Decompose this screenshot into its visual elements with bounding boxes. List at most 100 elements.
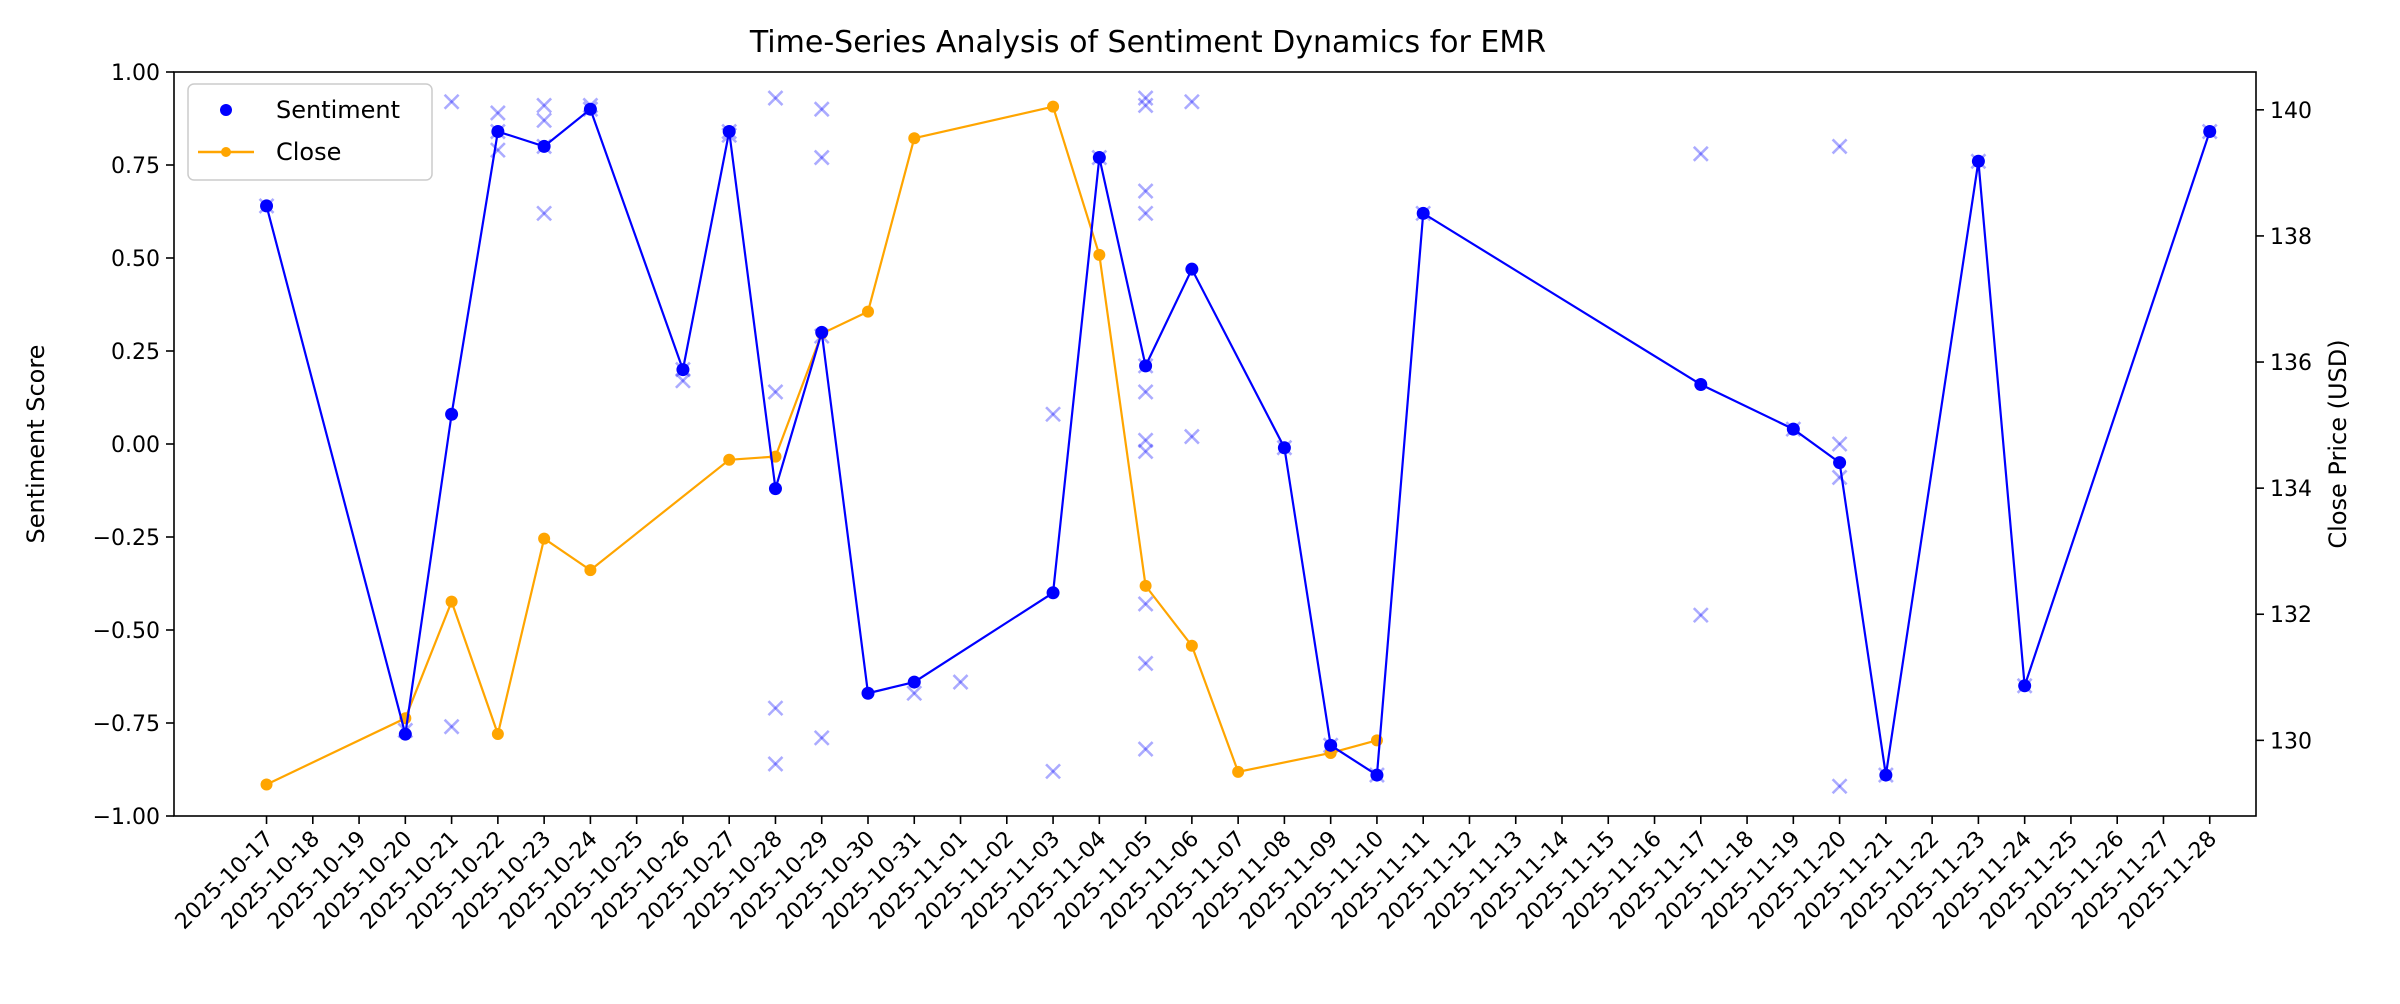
raw-point-stroke — [1137, 741, 1154, 757]
raw-point-stroke — [536, 112, 553, 129]
close-price-point — [445, 595, 458, 608]
raw-point-stroke — [1692, 607, 1709, 624]
raw-sentiment-point — [1137, 443, 1154, 460]
close-price-point — [862, 305, 874, 318]
raw-point-stroke — [489, 105, 506, 121]
raw-sentiment-point — [1045, 406, 1061, 423]
close-price-point — [491, 728, 504, 741]
sentiment-point — [907, 675, 921, 689]
raw-point-stroke — [1137, 384, 1154, 400]
raw-sentiment-point — [536, 205, 553, 222]
raw-point-stroke — [1831, 436, 1848, 452]
raw-point-stroke — [813, 729, 830, 746]
raw-point-stroke — [813, 101, 830, 118]
close-price-point — [1139, 579, 1152, 592]
raw-point-stroke — [1183, 428, 1200, 445]
sentiment-point — [1046, 586, 1060, 600]
raw-point-stroke — [675, 372, 691, 389]
raw-point-stroke — [1692, 145, 1709, 162]
raw-sentiment-point — [1137, 384, 1154, 400]
sentiment-point — [2018, 679, 2032, 693]
y-tick-label-left: −1.00 — [93, 805, 160, 830]
raw-point-stroke — [906, 685, 923, 702]
raw-point-stroke — [1137, 90, 1154, 106]
y-tick-label-right: 138 — [2270, 225, 2312, 250]
y-axis-label-right: Close Price (USD) — [2324, 339, 2352, 548]
close-price-point — [1232, 765, 1245, 778]
legend-label-close: Close — [276, 138, 341, 166]
raw-sentiment-point — [1183, 93, 1200, 110]
sentiment-point — [815, 325, 829, 339]
close-price-point — [1093, 248, 1106, 261]
sentiment-line — [265, 107, 2211, 777]
legend-label-sentiment: Sentiment — [276, 96, 400, 124]
sentiment-point — [491, 125, 505, 139]
raw-sentiment-point — [813, 729, 830, 746]
sentiment-point — [583, 102, 597, 116]
raw-point-stroke — [767, 756, 784, 772]
sentiment-point — [676, 363, 690, 377]
raw-point-stroke — [1137, 183, 1154, 199]
sentiment-point — [1694, 377, 1708, 391]
raw-point-stroke — [1137, 443, 1154, 460]
raw-point-stroke — [443, 718, 460, 735]
y-axis-label-left: Sentiment Score — [22, 345, 50, 544]
raw-point-stroke — [1831, 778, 1848, 795]
raw-point-stroke — [536, 97, 553, 114]
raw-point-stroke — [767, 756, 784, 772]
raw-sentiment-point — [767, 384, 784, 400]
sentiment-point — [1324, 738, 1338, 752]
raw-point-stroke — [1137, 97, 1154, 114]
raw-point-stroke — [1831, 778, 1848, 795]
raw-sentiment-point — [536, 97, 553, 114]
sentiment-point — [1786, 422, 1800, 436]
sentiment-point — [1879, 768, 1893, 782]
y-tick-label-left: −0.50 — [93, 619, 160, 644]
series-layer — [258, 90, 2218, 795]
sentiment-point — [1277, 441, 1291, 455]
sentiment-point — [1971, 154, 1985, 168]
y-tick-label-right: 134 — [2270, 477, 2312, 502]
raw-point-stroke — [1137, 655, 1154, 672]
legend-box — [187, 83, 433, 181]
raw-point-stroke — [1137, 205, 1154, 222]
y-tick-label-right: 130 — [2270, 729, 2312, 754]
raw-point-stroke — [536, 112, 553, 129]
sentiment-point — [445, 407, 459, 421]
raw-sentiment-point — [767, 756, 784, 772]
raw-point-stroke — [1692, 145, 1709, 162]
raw-sentiment-point — [675, 372, 691, 389]
close-price-point — [908, 132, 921, 145]
raw-sentiment-point — [1137, 432, 1154, 449]
raw-point-stroke — [1137, 432, 1154, 449]
raw-sentiment-point — [1137, 741, 1154, 757]
raw-sentiment-point — [1045, 763, 1061, 780]
raw-sentiment-point — [1831, 469, 1848, 486]
raw-sentiment-point — [767, 90, 784, 106]
raw-point-stroke — [1137, 205, 1154, 222]
raw-sentiment-point — [1137, 183, 1154, 199]
raw-point-stroke — [1831, 469, 1848, 486]
y-tick-label-left: 0.75 — [111, 154, 160, 179]
raw-sentiment-point — [906, 685, 923, 702]
raw-sentiment-point — [1831, 778, 1848, 795]
raw-point-stroke — [813, 149, 830, 166]
raw-sentiment-point — [1137, 97, 1154, 114]
y-tick-label-left: −0.25 — [93, 526, 160, 551]
raw-point-stroke — [489, 105, 506, 121]
plot-frame — [173, 71, 2257, 817]
sentiment-point — [398, 727, 412, 741]
raw-sentiment-point — [952, 674, 969, 690]
raw-point-stroke — [1137, 183, 1154, 199]
close-price-point — [584, 564, 597, 577]
raw-point-stroke — [536, 97, 553, 114]
raw-point-stroke — [1692, 607, 1709, 624]
raw-point-stroke — [1831, 436, 1848, 452]
sentiment-point — [861, 686, 875, 700]
raw-point-stroke — [767, 90, 784, 106]
sentiment-point — [1092, 151, 1106, 165]
legend-marker-sentiment — [220, 104, 232, 116]
y-tick-label-left: 0.50 — [111, 247, 160, 272]
